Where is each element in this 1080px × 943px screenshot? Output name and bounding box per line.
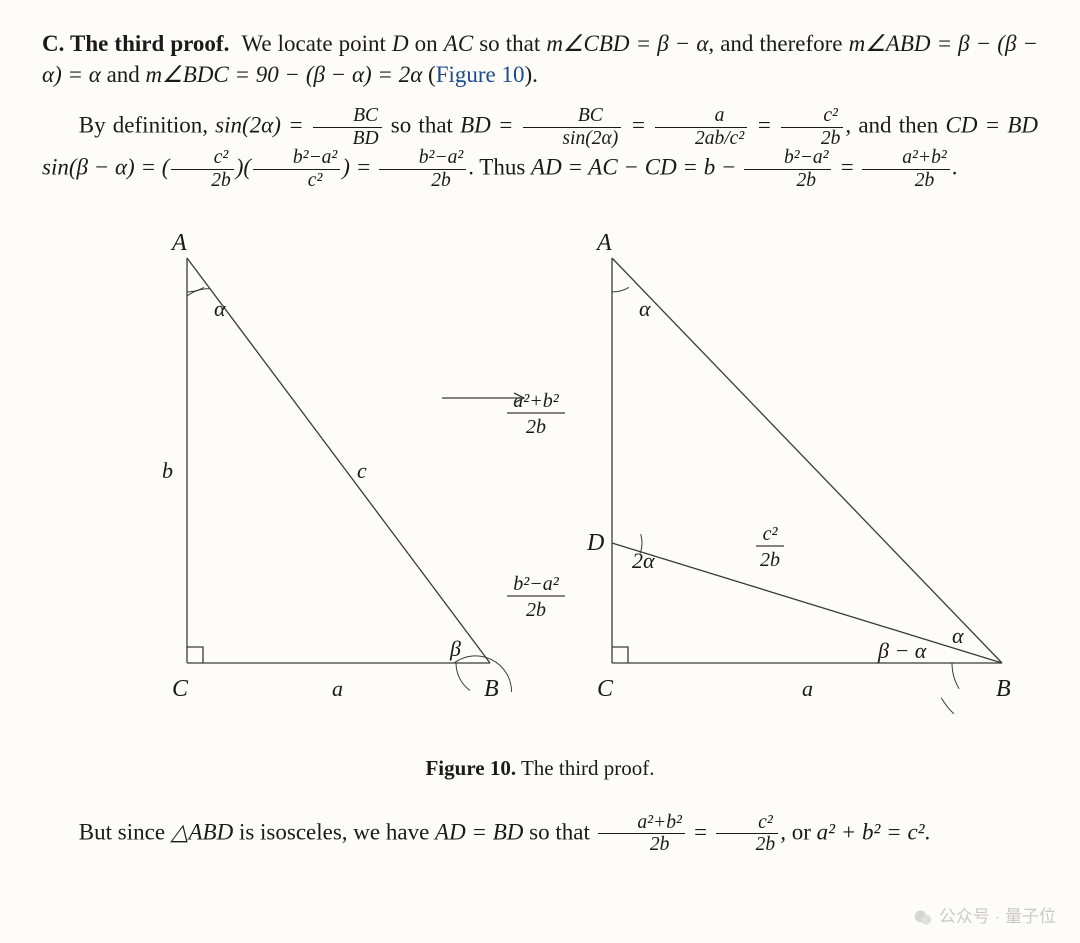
svg-text:α: α [952, 623, 964, 648]
pyth: a² + b² = c² [817, 819, 925, 844]
p3-a: But since [79, 819, 171, 844]
paren2: ) = [342, 155, 377, 180]
figure-10: A C Ba b c α β A C B Da α 2α α β − α a²+b² 2b b²−a² 2b c² 2b [42, 218, 1038, 748]
watermark: 公众号 · 量子位 [913, 906, 1056, 929]
sin2a: sin(2α) = [215, 112, 311, 137]
p2-d: . Thus [468, 155, 531, 180]
p3-d: , or [780, 819, 816, 844]
paragraph-2: By definition, sin(2α) = BCBD so that BD… [42, 106, 1038, 190]
svg-text:a: a [802, 676, 813, 701]
proof-label: C. The third proof. [42, 31, 229, 56]
frac-c2-2b: c²2b [781, 106, 843, 148]
paren1: )( [236, 155, 251, 180]
frac-a-2abc2: a2ab/c² [655, 106, 747, 148]
svg-text:2b: 2b [526, 599, 546, 621]
p1-b: on [409, 31, 444, 56]
frac-b2a2-2b-2: b²−a²2b [744, 148, 831, 190]
frac-c2-2b-2: c²2b [171, 148, 233, 190]
frac-bc-bd: BCBD [313, 106, 382, 148]
cd-eq: CD = [946, 112, 1008, 137]
bd-eq: BD = [460, 112, 521, 137]
frac-c2-2b-3: c²2b [716, 813, 778, 855]
svg-text:A: A [595, 230, 612, 256]
svg-text:C: C [172, 676, 189, 702]
frac-a2b2-2b: a²+b²2b [862, 148, 949, 190]
svg-text:b: b [162, 458, 173, 483]
frac-a2b2-2b-3: a²+b²2b [598, 813, 685, 855]
p2-a: By definition, [79, 112, 215, 137]
paragraph-3: But since △ABD is isosceles, we have AD … [42, 813, 1038, 855]
sym-AC: AC [444, 31, 473, 56]
svg-text:α: α [214, 296, 226, 321]
caption-bold: Figure 10. [425, 756, 516, 780]
paragraph-1: C. The third proof. We locate point D on… [42, 28, 1038, 90]
svg-text:α: α [639, 296, 651, 321]
svg-text:2b: 2b [526, 416, 546, 438]
ad-eq: AD = AC − CD = b − [531, 155, 742, 180]
frac-b2a2-c2: b²−a²c² [253, 148, 340, 190]
figure-ref-link[interactable]: Figure 10 [436, 62, 525, 87]
svg-text:2α: 2α [632, 548, 655, 573]
p1-a: We locate point [242, 31, 392, 56]
sym-bdc: m∠BDC = 90 − (β − α) = 2α [146, 62, 423, 87]
svg-text:c²: c² [763, 523, 779, 545]
p3-c: so that [523, 819, 595, 844]
sym-cbd: m∠CBD = β − α [546, 31, 708, 56]
p3-e: . [925, 819, 931, 844]
svg-text:β: β [449, 636, 461, 661]
figure-caption: Figure 10. The third proof. [42, 754, 1038, 782]
svg-text:A: A [170, 230, 187, 256]
svg-text:D: D [586, 530, 604, 556]
svg-text:c: c [357, 458, 367, 483]
p2-b: so that [384, 112, 460, 137]
watermark-text: 公众号 · 量子位 [939, 906, 1056, 929]
sym-D: D [392, 31, 409, 56]
tri-abd: △ABD [171, 819, 233, 844]
ad-bd: AD = BD [435, 819, 523, 844]
svg-text:C: C [597, 676, 614, 702]
p1-f: ( [422, 62, 435, 87]
caption-rest: The third proof. [516, 756, 654, 780]
svg-text:2b: 2b [760, 549, 780, 571]
p1-e: and [101, 62, 146, 87]
figure-svg: A C Ba b c α β A C B Da α 2α α β − α a²+b² 2b b²−a² 2b c² 2b [42, 218, 1038, 748]
svg-text:a²+b²: a²+b² [513, 390, 559, 412]
frac-b2a2-2b: b²−a²2b [379, 148, 466, 190]
p2-e: . [952, 155, 958, 180]
frac-bc-sin: BCsin(2α) [523, 106, 622, 148]
p1-d: , and there­fore [708, 31, 848, 56]
svg-text:β − α: β − α [877, 638, 927, 663]
svg-text:b²−a²: b²−a² [513, 573, 559, 595]
svg-text:B: B [484, 676, 499, 702]
p1-g: ). [525, 62, 538, 87]
p2-c: , and then [845, 112, 945, 137]
p1-c: so that [473, 31, 546, 56]
p3-b: is isosceles, we have [233, 819, 435, 844]
svg-text:B: B [996, 676, 1011, 702]
svg-text:a: a [332, 676, 343, 701]
wechat-icon [913, 908, 933, 928]
